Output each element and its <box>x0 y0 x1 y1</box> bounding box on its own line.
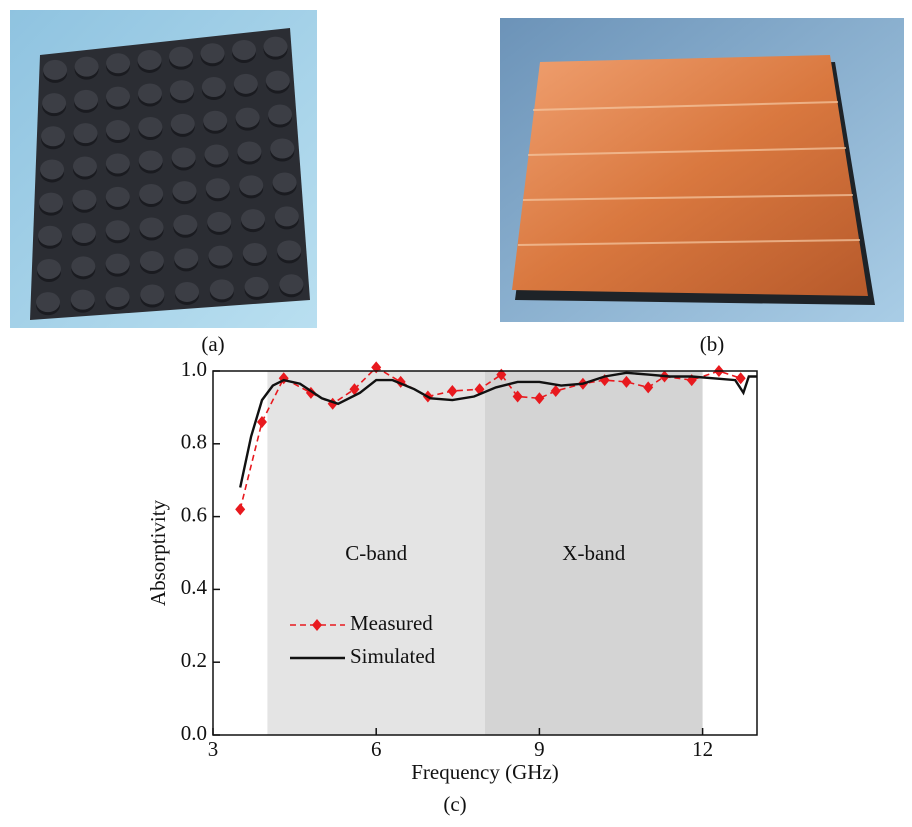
figure: (a) (b) (c) Frequency (GHz) Absorptivity… <box>0 0 912 822</box>
x-tick-label: 3 <box>208 737 219 761</box>
stud <box>106 53 130 73</box>
stud <box>264 37 288 57</box>
y-tick-label: 0.6 <box>181 502 207 526</box>
stud <box>239 175 263 195</box>
stud <box>40 159 64 179</box>
absorber-board <box>30 28 310 320</box>
stud <box>201 43 225 63</box>
stud <box>41 126 65 146</box>
photo-a <box>10 10 317 328</box>
stud <box>106 187 130 207</box>
stud <box>275 206 299 226</box>
stud <box>37 259 61 279</box>
stud <box>207 212 231 232</box>
stud <box>74 123 98 143</box>
stud <box>209 246 233 266</box>
stud <box>241 209 265 229</box>
x-axis-label: Frequency (GHz) <box>411 760 559 784</box>
y-tick-label: 0.0 <box>181 721 207 745</box>
stud <box>106 287 130 307</box>
stud <box>237 141 261 161</box>
stud <box>234 74 258 94</box>
stud <box>106 153 130 173</box>
stud <box>73 156 97 176</box>
legend-label: Measured <box>350 611 433 635</box>
band-label: C-band <box>345 541 407 565</box>
stud <box>268 105 292 125</box>
stud <box>138 83 162 103</box>
band-label: X-band <box>562 541 625 565</box>
stud <box>43 60 67 80</box>
stud <box>273 172 297 192</box>
stud <box>140 284 164 304</box>
panel-label: (c) <box>443 792 466 816</box>
legend-label: Simulated <box>350 644 436 668</box>
x-tick-label: 6 <box>371 737 382 761</box>
stud <box>172 181 196 201</box>
stud <box>140 217 164 237</box>
stud <box>139 184 163 204</box>
stud <box>42 93 66 113</box>
stud <box>206 178 230 198</box>
panel-label: (a) <box>201 332 224 356</box>
stud <box>175 282 199 302</box>
stud <box>106 254 130 274</box>
stud <box>138 50 162 70</box>
y-axis-label: Absorptivity <box>146 499 170 606</box>
stud <box>203 111 227 131</box>
stud <box>138 117 162 137</box>
stud <box>171 114 195 134</box>
stud <box>266 71 290 91</box>
data-point <box>235 503 245 515</box>
stud <box>243 243 267 263</box>
stud <box>277 240 301 260</box>
copper-plate <box>512 55 868 296</box>
stud <box>210 279 234 299</box>
stud <box>279 274 303 294</box>
stud <box>172 147 196 167</box>
stud <box>72 190 96 210</box>
stud <box>173 215 197 235</box>
x-tick-label: 12 <box>692 737 713 761</box>
stud <box>39 193 63 213</box>
stud <box>245 277 269 297</box>
stud <box>106 220 130 240</box>
stud <box>72 223 96 243</box>
stud <box>71 256 95 276</box>
stud <box>74 90 98 110</box>
stud <box>106 120 130 140</box>
stud <box>36 292 60 312</box>
y-tick-label: 0.8 <box>181 430 207 454</box>
stud <box>38 226 62 246</box>
stud <box>205 144 229 164</box>
stud <box>106 87 130 107</box>
panel-label: (b) <box>700 332 725 356</box>
data-point <box>257 416 267 428</box>
y-tick-label: 1.0 <box>181 357 207 381</box>
y-tick-label: 0.4 <box>181 575 208 599</box>
x-tick-label: 9 <box>534 737 545 761</box>
photo-b <box>500 18 904 322</box>
stud <box>71 290 95 310</box>
stud <box>75 57 99 77</box>
stud <box>169 47 193 67</box>
stud <box>174 248 198 268</box>
y-tick-label: 0.2 <box>181 648 207 672</box>
stud <box>232 40 256 60</box>
stud <box>139 150 163 170</box>
stud <box>140 251 164 271</box>
stud <box>270 138 294 158</box>
stud <box>170 80 194 100</box>
stud <box>236 108 260 128</box>
stud <box>202 77 226 97</box>
